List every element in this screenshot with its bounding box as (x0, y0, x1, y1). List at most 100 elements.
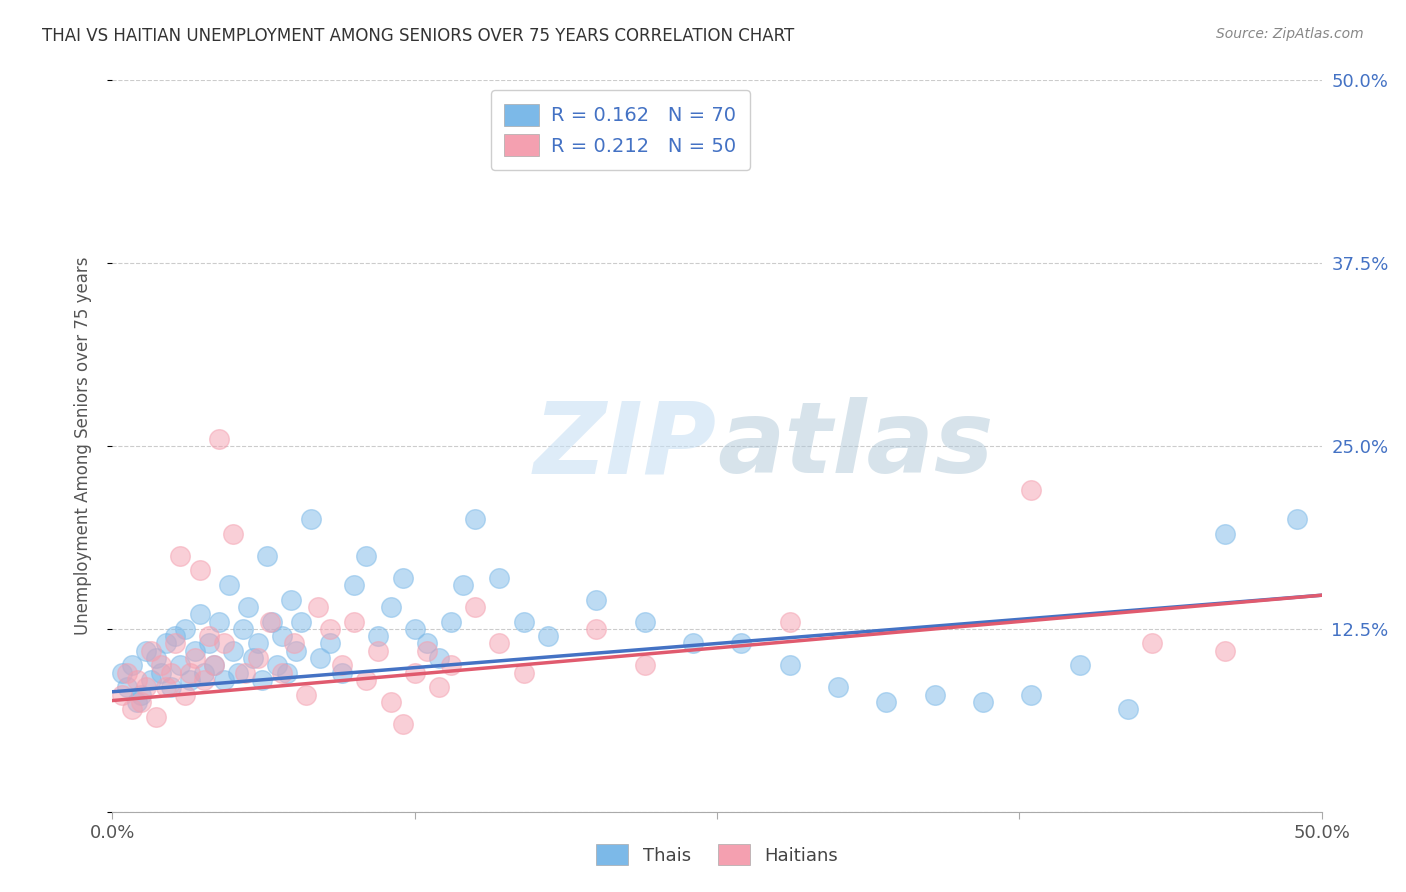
Point (319, 622, 342, 636)
Point (1069, 658, 1091, 673)
Point (290, 615, 312, 629)
Point (1213, 526, 1236, 541)
Point (924, 688, 946, 702)
Point (198, 636, 221, 650)
Point (330, 658, 353, 673)
Point (972, 695, 994, 709)
Point (183, 644, 205, 658)
Point (270, 629, 292, 643)
Point (246, 636, 269, 650)
Point (779, 615, 801, 629)
Point (682, 636, 704, 650)
Text: ZIP: ZIP (534, 398, 717, 494)
Point (145, 709, 167, 723)
Point (266, 658, 288, 673)
Point (512, 665, 534, 680)
Point (1021, 688, 1043, 702)
Point (404, 665, 426, 680)
Point (125, 673, 148, 687)
Point (309, 651, 332, 665)
Point (141, 644, 163, 658)
Point (285, 644, 308, 658)
Point (276, 665, 298, 680)
Point (262, 615, 284, 629)
Point (391, 571, 413, 585)
Point (218, 578, 240, 592)
Text: THAI VS HAITIAN UNEMPLOYMENT AMONG SENIORS OVER 75 YEARS CORRELATION CHART: THAI VS HAITIAN UNEMPLOYMENT AMONG SENIO… (42, 27, 794, 45)
Point (193, 673, 215, 687)
Text: atlas: atlas (717, 398, 994, 494)
Point (280, 592, 302, 607)
Point (202, 658, 225, 673)
Point (464, 512, 486, 526)
Point (875, 695, 897, 709)
Point (464, 599, 486, 614)
Point (226, 665, 249, 680)
Point (115, 665, 138, 680)
Point (149, 658, 172, 673)
Text: Source: ZipAtlas.com: Source: ZipAtlas.com (1216, 27, 1364, 41)
Point (188, 607, 211, 622)
Point (585, 622, 607, 636)
Point (193, 665, 215, 680)
Point (488, 571, 510, 585)
Point (1116, 702, 1139, 716)
Point (416, 636, 439, 650)
Point (235, 665, 257, 680)
Point (188, 563, 211, 577)
Point (198, 629, 221, 643)
Point (319, 636, 342, 650)
Point (537, 629, 560, 643)
Point (165, 636, 187, 650)
Point (169, 549, 191, 563)
Y-axis label: Unemployment Among Seniors over 75 years: Unemployment Among Seniors over 75 years (73, 257, 91, 635)
Point (169, 658, 191, 673)
Point (222, 526, 245, 541)
Point (416, 644, 439, 658)
Point (256, 549, 278, 563)
Legend: Thais, Haitians: Thais, Haitians (585, 833, 849, 876)
Point (488, 636, 510, 650)
Point (145, 651, 167, 665)
Point (391, 717, 413, 731)
Point (202, 658, 225, 673)
Point (295, 688, 318, 702)
Point (131, 695, 153, 709)
Point (440, 615, 463, 629)
Point (111, 688, 134, 702)
Point (135, 681, 157, 695)
Point (165, 629, 187, 643)
Point (827, 681, 849, 695)
Point (1213, 644, 1236, 658)
Point (259, 615, 281, 629)
Point (252, 673, 274, 687)
Point (121, 702, 143, 716)
Point (451, 578, 474, 592)
Point (1021, 483, 1043, 497)
Point (111, 665, 134, 680)
Point (236, 599, 259, 614)
Point (380, 599, 402, 614)
Point (367, 629, 389, 643)
Point (343, 615, 366, 629)
Point (141, 673, 163, 687)
Point (179, 665, 201, 680)
Point (367, 644, 389, 658)
Point (356, 673, 378, 687)
Point (404, 622, 426, 636)
Point (427, 681, 450, 695)
Point (779, 658, 801, 673)
Point (121, 658, 143, 673)
Point (159, 665, 181, 680)
Point (427, 651, 450, 665)
Point (633, 658, 655, 673)
Point (512, 615, 534, 629)
Point (155, 681, 177, 695)
Point (174, 622, 197, 636)
Point (208, 432, 231, 446)
Point (242, 651, 264, 665)
Point (270, 665, 292, 680)
Point (356, 549, 378, 563)
Point (131, 688, 153, 702)
Point (149, 665, 172, 680)
